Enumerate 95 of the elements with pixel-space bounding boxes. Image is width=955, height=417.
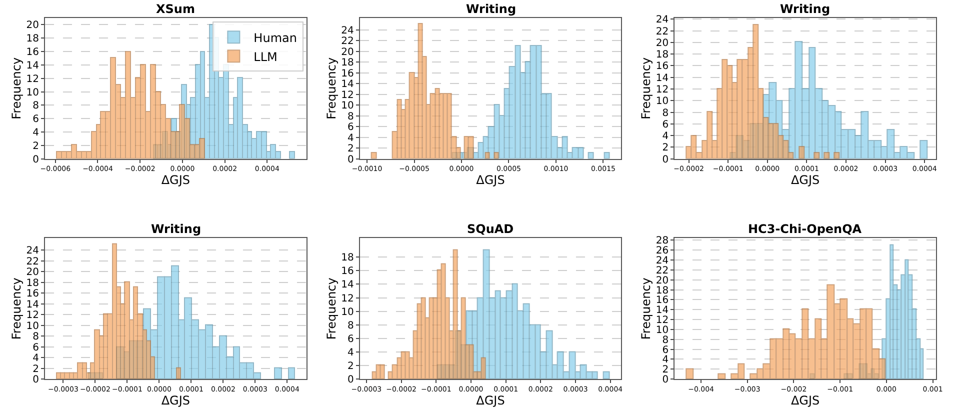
y-tick-label: 6: [347, 122, 354, 134]
y-tick-label: 16: [341, 266, 354, 278]
x-axis-title: ΔGJS: [161, 393, 190, 408]
chart-title: Writing: [151, 222, 202, 236]
y-tick-label: 8: [662, 334, 669, 346]
y-axis-title: Frequency: [639, 278, 654, 340]
y-axis-title: Frequency: [10, 278, 24, 340]
y-tick-label: 12: [656, 84, 669, 96]
y-tick-label: 2: [32, 364, 39, 375]
y-tick-label: 4: [32, 127, 39, 138]
y-tick-label: 12: [341, 293, 354, 304]
chart-title: Writing: [466, 2, 516, 16]
y-tick-label: 20: [26, 20, 39, 32]
y-tick-label: 18: [26, 34, 39, 45]
y-tick-label: 16: [656, 295, 669, 306]
y-tick-label: 20: [341, 46, 354, 58]
x-axis-title: ΔGJS: [476, 393, 505, 408]
y-tick-label: 28: [656, 236, 669, 247]
y-tick-label: 2: [662, 364, 669, 376]
y-tick-label: 8: [347, 320, 354, 332]
x-axis-title: ΔGJS: [790, 393, 820, 408]
y-tick-label: 18: [656, 285, 669, 296]
y-tick-label: 24: [656, 256, 669, 267]
chart-title: XSum: [156, 2, 195, 16]
y-tick-label: 24: [341, 25, 354, 36]
y-tick-label: 0: [662, 374, 669, 386]
y-tick-label: 18: [341, 252, 354, 264]
y-tick-label: 0: [347, 374, 354, 386]
y-tick-label: 4: [347, 347, 354, 358]
y-tick-label: 16: [656, 61, 669, 72]
y-tick-label: 16: [341, 68, 354, 80]
y-tick-label: 24: [26, 246, 39, 257]
y-tick-label: 6: [662, 119, 669, 130]
y-tick-label: 10: [26, 320, 39, 332]
y-tick-label: 0: [662, 154, 669, 166]
y-tick-label: 8: [32, 100, 39, 112]
y-tick-label: 4: [662, 131, 669, 142]
x-axis-title: ΔGJS: [790, 173, 820, 188]
y-tick-label: 4: [32, 353, 39, 364]
y-tick-label: 2: [662, 142, 669, 154]
y-tick-label: 22: [26, 256, 39, 268]
y-tick-label: 6: [32, 114, 39, 126]
y-axis-title: Frequency: [639, 57, 654, 120]
y-tick-label: 10: [656, 96, 669, 108]
y-tick-label: 6: [347, 334, 354, 345]
y-tick-label: 10: [656, 324, 669, 336]
y-tick-label: 22: [656, 265, 669, 276]
y-tick-label: 8: [662, 108, 669, 119]
y-tick-label: 10: [341, 100, 354, 112]
y-tick-label: 6: [32, 342, 39, 354]
chart-title: SQuAD: [467, 222, 514, 236]
legend-label: LLM: [254, 50, 278, 64]
y-tick-label: 2: [32, 140, 39, 152]
y-tick-label: 14: [341, 280, 354, 291]
legend-label: Human: [254, 30, 297, 45]
y-tick-label: 22: [656, 26, 669, 38]
y-tick-label: 8: [32, 332, 39, 343]
y-axis-title: Frequency: [324, 278, 338, 340]
y-tick-label: 20: [656, 275, 669, 286]
y-tick-label: 16: [26, 47, 39, 58]
y-tick-label: 18: [656, 50, 669, 61]
y-tick-label: 4: [662, 354, 669, 366]
x-axis-title: ΔGJS: [476, 173, 505, 188]
y-tick-label: 2: [347, 360, 354, 372]
y-tick-label: 0: [32, 154, 39, 166]
y-tick-label: 10: [26, 87, 39, 98]
y-tick-label: 18: [341, 58, 354, 69]
y-tick-label: 10: [341, 306, 354, 318]
y-tick-label: 14: [341, 79, 354, 90]
y-tick-label: 20: [656, 38, 669, 49]
chart-title: HC3-Chi-OpenQA: [748, 222, 862, 236]
y-tick-label: 6: [662, 344, 669, 356]
y-tick-label: 0: [347, 154, 354, 166]
y-tick-label: 16: [26, 288, 39, 300]
x-axis-title: ΔGJS: [161, 173, 190, 188]
y-tick-label: 12: [26, 310, 39, 322]
y-tick-label: 12: [656, 315, 669, 326]
y-tick-label: 12: [26, 74, 39, 85]
y-tick-label: 22: [341, 36, 354, 48]
y-axis-title: Frequency: [10, 57, 24, 120]
y-tick-label: 0: [32, 374, 39, 386]
y-tick-label: 26: [656, 246, 669, 257]
y-tick-label: 14: [26, 299, 39, 310]
y-tick-label: 14: [656, 305, 669, 316]
y-tick-label: 12: [341, 90, 354, 101]
y-tick-label: 4: [347, 132, 354, 144]
y-tick-label: 2: [347, 144, 354, 155]
y-tick-label: 8: [347, 111, 354, 122]
y-axis-title: Frequency: [324, 57, 338, 120]
y-tick-label: 18: [26, 278, 39, 289]
y-tick-label: 14: [26, 60, 39, 72]
y-tick-label: 24: [656, 14, 669, 26]
y-tick-label: 20: [26, 267, 39, 278]
chart-title: Writing: [780, 2, 830, 16]
y-tick-label: 14: [656, 72, 669, 84]
